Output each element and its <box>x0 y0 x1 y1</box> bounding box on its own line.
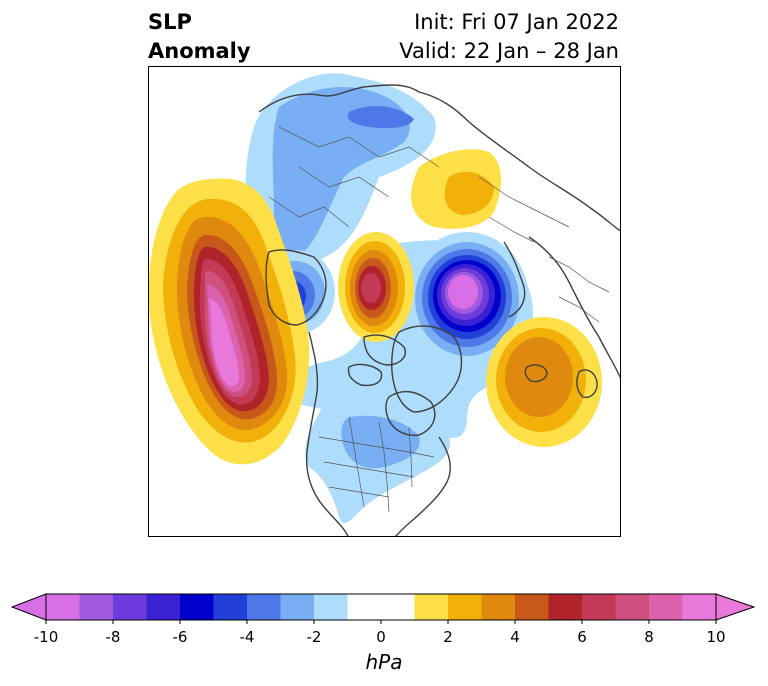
colorbar-segment <box>347 594 382 620</box>
colorbar-segment <box>213 594 248 620</box>
colorbar-svg <box>10 593 756 624</box>
colorbar-under-arrow <box>10 593 47 621</box>
colorbar-segment <box>180 594 214 620</box>
colorbar-segment <box>548 594 583 620</box>
colorbar-segment <box>247 594 281 620</box>
colorbar-tick-label: -10 <box>33 628 59 646</box>
colorbar-segment <box>146 594 181 620</box>
map-panel <box>148 66 621 537</box>
colorbar-tick-label: 6 <box>577 628 587 646</box>
colorbar-segments <box>46 594 717 620</box>
colorbar-segment <box>79 594 114 620</box>
colorbar-segment <box>481 594 516 620</box>
colorbar-segment <box>682 594 717 620</box>
colorbar-over-arrow <box>715 593 756 621</box>
title-variable-type: Anomaly <box>148 39 251 63</box>
colorbar-tick-label: 8 <box>644 628 654 646</box>
colorbar-tick-label: -4 <box>239 628 255 646</box>
title-left: SLP Anomaly <box>148 8 251 66</box>
coastlines <box>258 84 620 536</box>
colorbar-segment <box>314 594 348 620</box>
colorbar-segment <box>46 594 80 620</box>
colorbar-segment <box>113 594 147 620</box>
valid-range: Valid: 22 Jan – 28 Jan <box>399 39 619 63</box>
map-svg <box>149 73 620 536</box>
colorbar-tick-label: -6 <box>172 628 188 646</box>
colorbar-segment <box>615 594 650 620</box>
colorbar-tick-label: 10 <box>706 628 726 646</box>
colorbar-segment <box>649 594 683 620</box>
colorbar-tick-label: 0 <box>376 628 386 646</box>
colorbar-segment <box>582 594 616 620</box>
colorbar-segment <box>448 594 482 620</box>
positive-anomaly-field <box>149 149 602 465</box>
colorbar-ticks <box>45 620 717 624</box>
colorbar-segment <box>280 594 315 620</box>
title-right: Init: Fri 07 Jan 2022 Valid: 22 Jan – 28… <box>399 8 619 66</box>
colorbar <box>10 590 758 628</box>
colorbar-tick-label: 2 <box>443 628 453 646</box>
colorbar-tick-label: -8 <box>105 628 121 646</box>
init-date: Init: Fri 07 Jan 2022 <box>414 10 619 34</box>
colorbar-segment <box>381 594 415 620</box>
political-borders <box>268 126 610 513</box>
colorbar-segment <box>414 594 449 620</box>
colorbar-tick-label: -2 <box>306 628 322 646</box>
colorbar-segment <box>515 594 549 620</box>
colorbar-tick-label: 4 <box>510 628 520 646</box>
colorbar-unit-label: hPa <box>365 650 403 674</box>
title-variable: SLP <box>148 10 192 34</box>
